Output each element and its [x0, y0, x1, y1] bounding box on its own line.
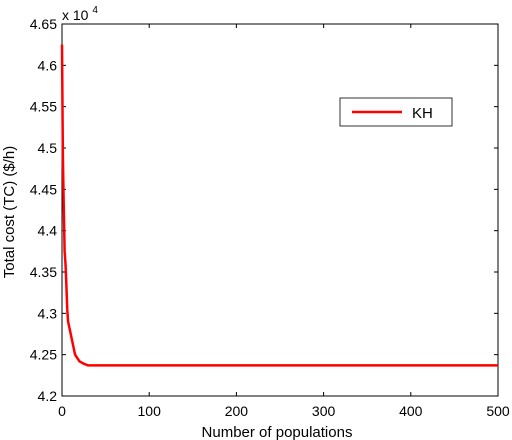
legend-label-kh: KH: [412, 105, 433, 122]
y-tick-label: 4.6: [38, 57, 58, 73]
y-tick-label: 4.3: [38, 305, 58, 321]
y-tick-label: 4.35: [30, 264, 57, 280]
series-line-kh: [60, 44, 498, 367]
y-tick-label: 4.25: [30, 347, 57, 363]
plot-area: [61, 23, 499, 397]
x-tick-label: 200: [225, 403, 249, 419]
y-tick-label: 4.5: [38, 140, 58, 156]
y-axis-label: Total cost (TC) ($/h): [1, 146, 18, 279]
y-tick-label: 4.4: [38, 223, 58, 239]
x-tick-labels: 0 100 200 300 400 500: [58, 403, 510, 419]
x-tick-label: 300: [312, 403, 336, 419]
x-tick-label: 100: [138, 403, 162, 419]
legend: KH: [339, 97, 453, 127]
y-tick-labels: 4.2 4.25 4.3 4.35 4.4 4.45 4.5 4.55 4.6 4.65: [30, 16, 57, 404]
x-axis-label: Number of populations: [202, 424, 353, 440]
x-tick-label: 0: [58, 403, 66, 419]
y-tick-label: 4.55: [30, 99, 57, 115]
y-multiplier-base: x 10: [62, 7, 89, 23]
y-tick-label: 4.2: [38, 388, 58, 404]
y-multiplier-exponent: 4: [92, 5, 98, 16]
y-tick-label: 4.45: [30, 181, 57, 197]
x-tick-label: 500: [486, 403, 510, 419]
y-multiplier: x 10 4: [62, 5, 98, 23]
x-tick-label: 400: [399, 403, 423, 419]
y-tick-label: 4.65: [30, 16, 57, 32]
series-layer: [60, 44, 498, 367]
